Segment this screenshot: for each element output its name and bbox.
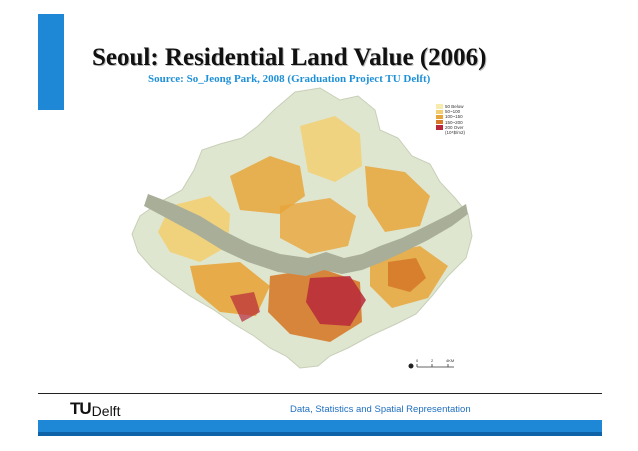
land-value-areas bbox=[158, 116, 448, 342]
footer-band bbox=[38, 420, 602, 434]
legend-label: 200 Over bbox=[445, 124, 464, 130]
legend-item: 50~100 bbox=[436, 109, 465, 114]
slide-source: Source: So_Jeong Park, 2008 (Graduation … bbox=[148, 73, 431, 85]
footer-divider bbox=[38, 393, 602, 394]
legend-swatch bbox=[436, 109, 443, 115]
legend-swatch bbox=[436, 114, 443, 120]
legend-label: 100~150 bbox=[445, 114, 463, 120]
footer-text: Data, Statistics and Spatial Representat… bbox=[290, 404, 471, 415]
seoul-land-value-map bbox=[131, 87, 473, 369]
scale-label: 4KM bbox=[446, 358, 454, 363]
legend-swatch bbox=[436, 125, 443, 130]
map-legend: 50 Below 50~100 100~150 150~200 200 Over… bbox=[436, 104, 465, 135]
legend-label: 150~200 bbox=[445, 119, 463, 125]
legend-item: 200 Over bbox=[436, 125, 465, 130]
scale-bar: 0 2 4KM bbox=[408, 358, 454, 369]
legend-item: 100~150 bbox=[436, 114, 465, 119]
slide-title: Seoul: Residential Land Value (2006) bbox=[92, 44, 487, 71]
footer-band-dark bbox=[38, 432, 602, 436]
tudelft-logo: TU Delft bbox=[70, 399, 120, 419]
logo-delft: Delft bbox=[91, 403, 121, 419]
legend-label: 50~100 bbox=[445, 109, 461, 115]
han-river bbox=[144, 194, 468, 276]
accent-bar bbox=[38, 14, 64, 110]
north-arrow-icon bbox=[408, 363, 414, 369]
legend-swatch bbox=[436, 119, 443, 125]
legend-label: 50 Below bbox=[445, 104, 464, 109]
scale-label: 0 bbox=[416, 358, 419, 363]
logo-tu: TU bbox=[70, 399, 92, 418]
scale-label: 2 bbox=[431, 358, 434, 363]
legend-item: 50 Below bbox=[436, 104, 465, 109]
legend-item: 150~200 bbox=[436, 120, 465, 125]
legend-swatch bbox=[436, 104, 443, 109]
legend-unit: (10⁴$/m2) bbox=[445, 130, 465, 136]
